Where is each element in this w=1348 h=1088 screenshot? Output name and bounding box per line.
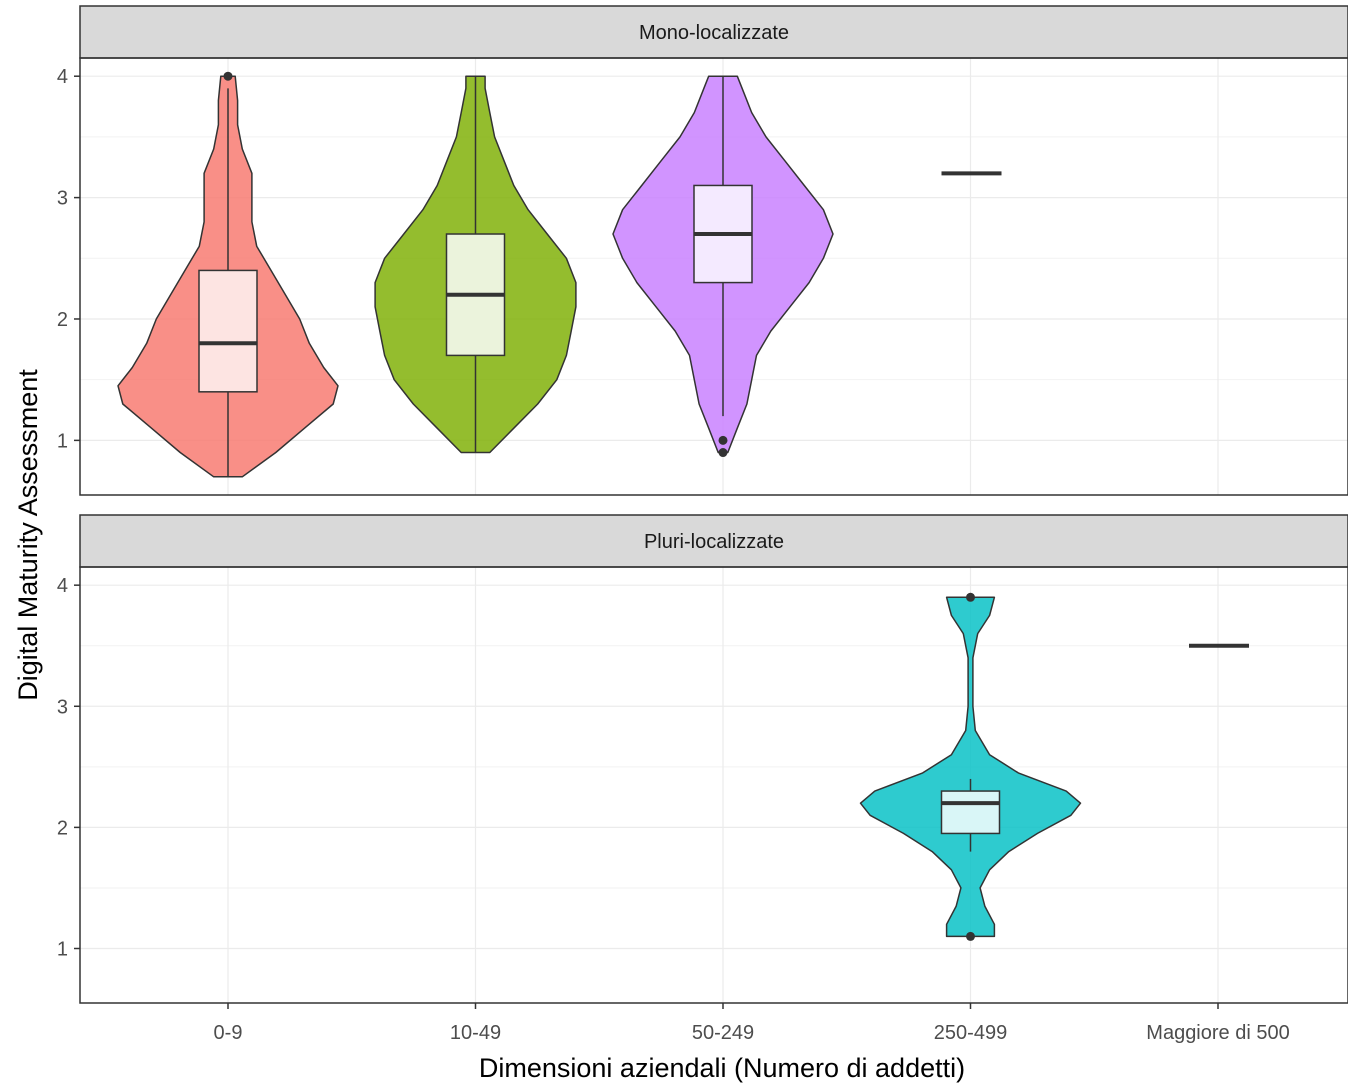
x-tick-label: 10-49 <box>450 1022 501 1044</box>
outlier-point <box>966 592 975 602</box>
panel-background <box>80 567 1348 1003</box>
y-tick-label: 2 <box>57 817 68 839</box>
y-axis-title: Digital Maturity Assessment <box>13 369 43 701</box>
axes-layer: 1 2 3 4 1 2 3 4 0-9 10-49 50-249 250-499 Maggiore di… <box>57 66 1290 1044</box>
y-tick-label: 1 <box>57 939 68 961</box>
facet-strip <box>79 514 1348 568</box>
facet-strip-label: Mono-localizzate <box>639 22 789 44</box>
panel-border <box>79 566 1348 1004</box>
violin-group-250-499 <box>859 592 1082 941</box>
facet-strip <box>79 5 1348 59</box>
box-iqr <box>198 269 258 393</box>
x-tick-label: 50-249 <box>692 1022 754 1044</box>
y-tick-label: 3 <box>57 696 68 718</box>
violin-group-50-249 <box>612 75 834 458</box>
y-tick-label: 4 <box>57 66 68 88</box>
facet-panel-1: Pluri-localizzate <box>79 514 1348 1004</box>
facet-panel-0: Mono-localizzate <box>79 5 1348 496</box>
facet-strip-label: Pluri-localizzate <box>644 531 784 553</box>
box-iqr <box>940 790 1001 835</box>
violin-group-10-49 <box>374 75 577 454</box>
y-tick-label: 4 <box>57 575 68 597</box>
y-tick-label: 1 <box>57 430 68 452</box>
x-axis-title: Dimensioni aziendali (Numero di addetti) <box>479 1053 965 1083</box>
outlier-point <box>966 931 975 941</box>
x-tick-label: 250-499 <box>934 1022 1007 1044</box>
panels-layer: Mono-localizzate Pluri-localizzate <box>79 5 1348 1004</box>
x-tick-label: 0-9 <box>214 1022 243 1044</box>
x-tick-label: Maggiore di 500 <box>1146 1022 1289 1044</box>
outlier-point <box>718 448 728 458</box>
y-tick-label: 3 <box>57 188 68 210</box>
violin-group-0-9 <box>117 71 339 478</box>
panel-border <box>79 57 1348 496</box>
y-tick-label: 2 <box>57 309 68 331</box>
violin-shape <box>859 596 1082 938</box>
outlier-point <box>223 71 233 81</box>
outlier-point <box>718 435 728 445</box>
